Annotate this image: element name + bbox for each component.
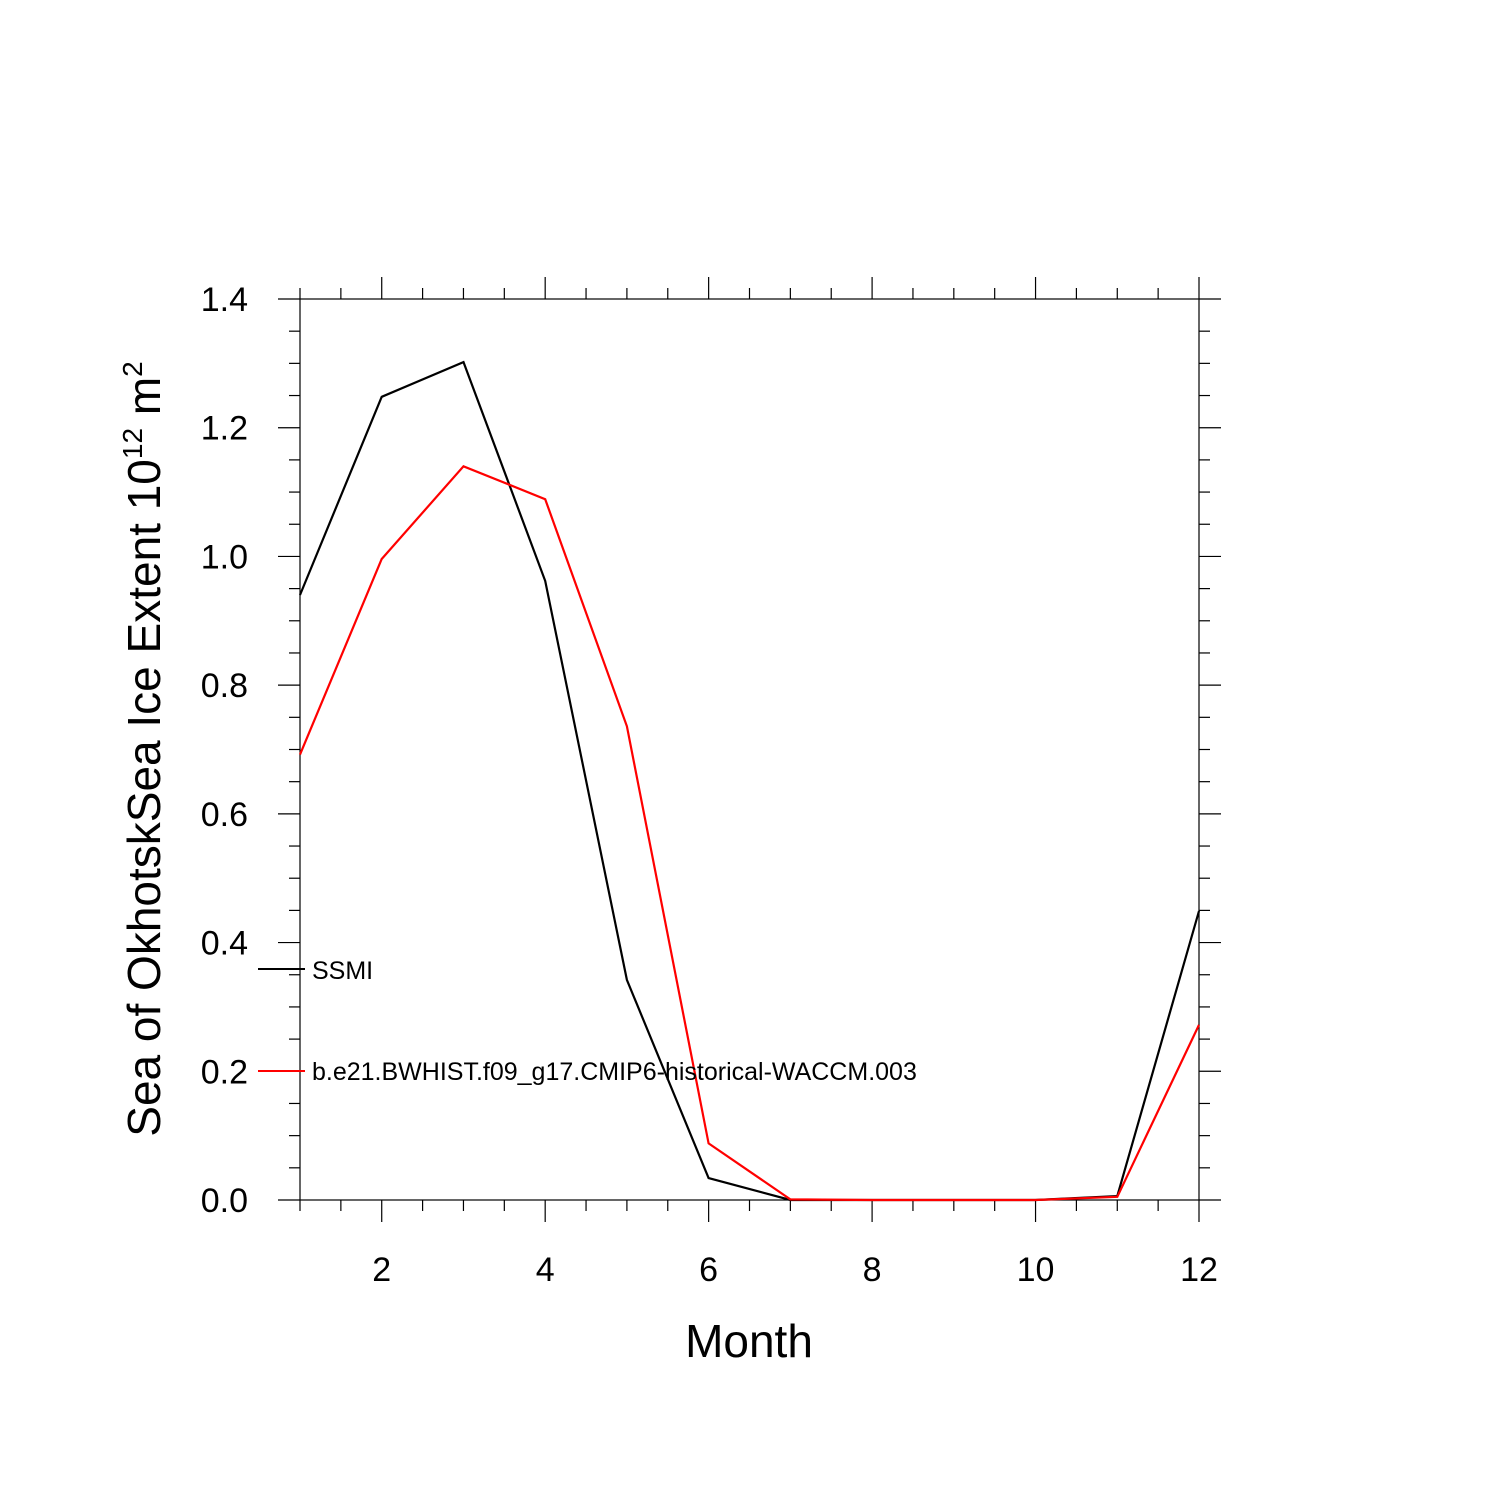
- x-tick-label: 8: [863, 1251, 882, 1289]
- legend: SSMI b.e21.BWHIST.f09_g17.CMIP6-historic…: [258, 957, 917, 1086]
- x-tick-label: 12: [1180, 1251, 1218, 1289]
- y-axis-title-unit-exponent: 2: [117, 361, 148, 377]
- x-tick-label: 10: [1017, 1251, 1055, 1289]
- legend-label-model: b.e21.BWHIST.f09_g17.CMIP6-historical-WA…: [312, 1058, 917, 1086]
- y-tick-label: 1.4: [201, 281, 248, 319]
- x-tick-label: 6: [699, 1251, 718, 1289]
- axis-ticks: [278, 277, 1221, 1222]
- y-axis-title-exponent: 12: [117, 428, 148, 459]
- series-lines: [298, 360, 1201, 1202]
- y-tick-label: 1.2: [201, 410, 248, 448]
- x-tick-label: 4: [536, 1251, 555, 1289]
- y-tick-label: 0.8: [201, 667, 248, 705]
- y-tick-label: 1.0: [201, 538, 248, 576]
- y-tick-label: 0.6: [201, 796, 248, 834]
- y-tick-label: 0.4: [201, 925, 248, 963]
- series-line-1: [298, 464, 1200, 1202]
- y-tick-label: 0.2: [201, 1053, 248, 1091]
- legend-label-ssmi: SSMI: [312, 957, 373, 985]
- x-tick-label: 2: [372, 1251, 391, 1289]
- x-tick-labels: 2 4 6 8 10 12: [372, 1251, 1218, 1289]
- y-tick-label: 0.0: [201, 1182, 248, 1220]
- y-axis-title-unit: m: [118, 377, 170, 428]
- x-axis-title: Month: [685, 1315, 813, 1367]
- y-axis-title: Sea of OkhotskSea Ice Extent 1012 m2: [117, 361, 170, 1136]
- y-axis-title-prefix: Sea of OkhotskSea Ice Extent 10: [118, 459, 170, 1137]
- y-tick-labels: 0.0 0.2 0.4 0.6 0.8 1.0 1.2 1.4: [201, 281, 248, 1220]
